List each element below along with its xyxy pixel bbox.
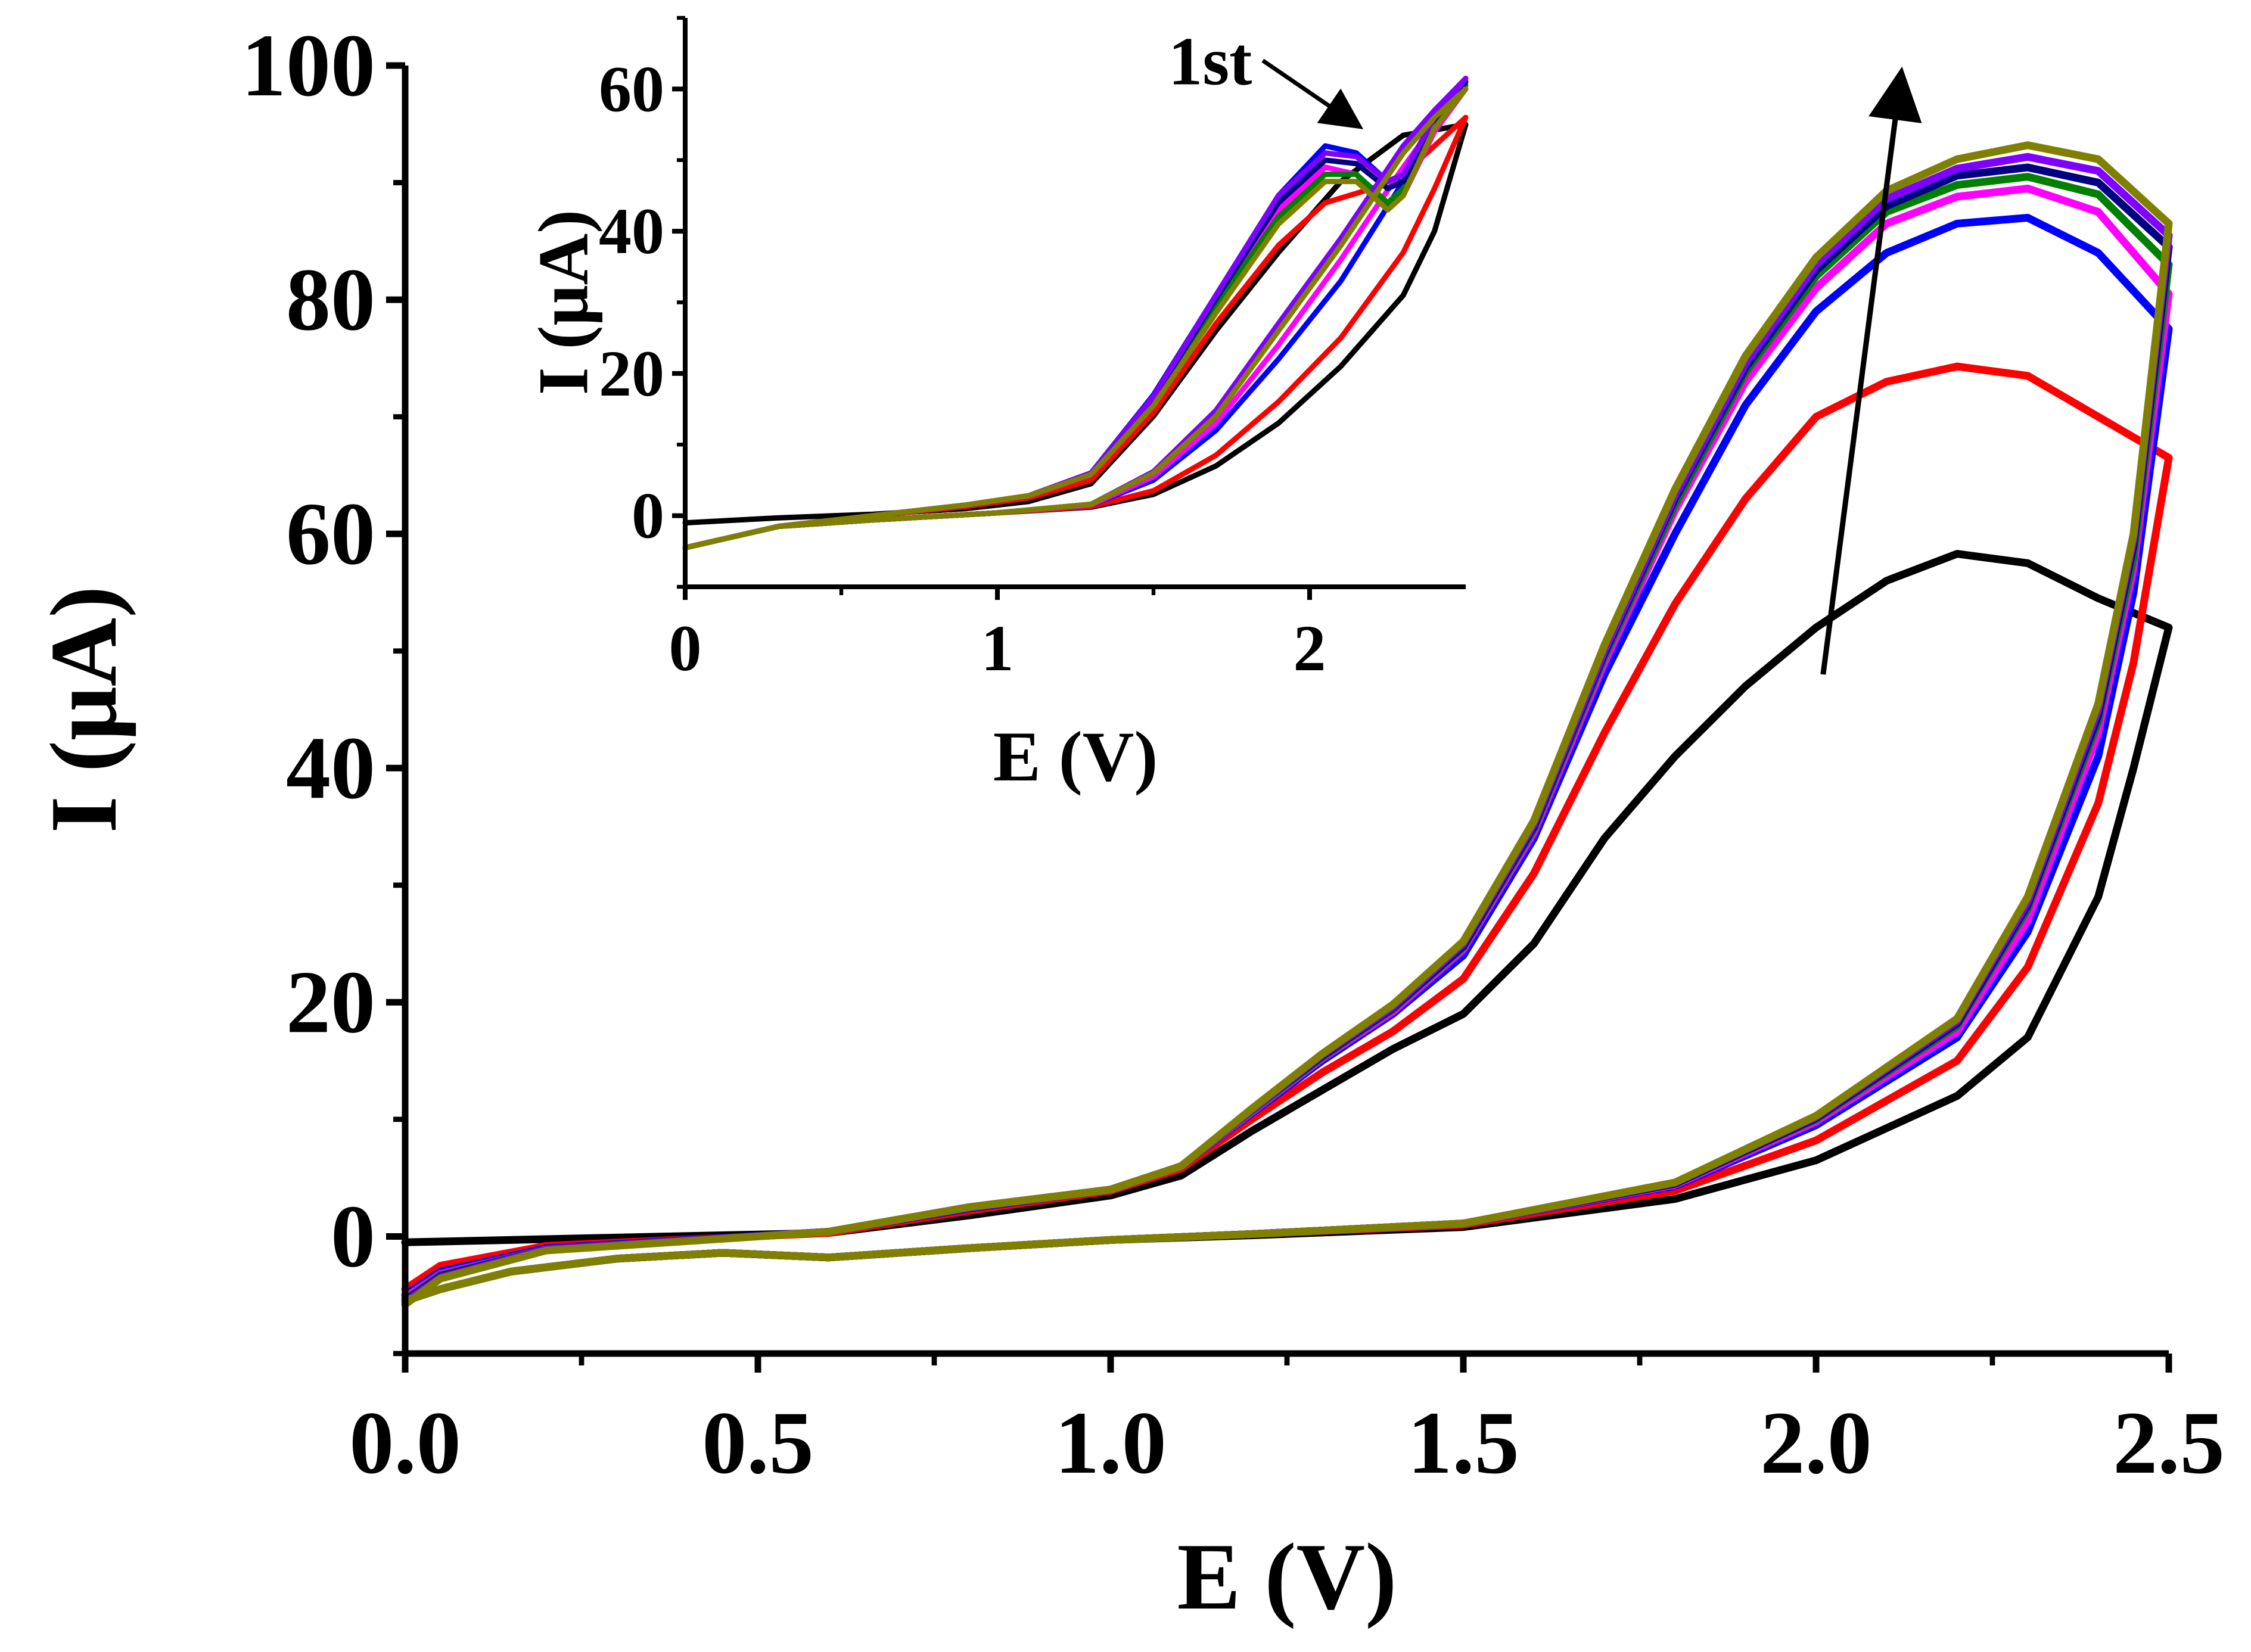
main-series-line-7: [401, 153, 2173, 1306]
inset-y-tick-label: 0: [632, 480, 664, 552]
inset-x-tick-label: 0: [669, 612, 702, 685]
main-x-tick-label: 2.5: [2113, 1393, 2225, 1492]
main-y-tick-label: 40: [286, 718, 375, 817]
inset-y-tick-label: 20: [599, 337, 664, 410]
main-series-line-4: [401, 184, 2173, 1305]
main-annotation-arrow: [1820, 66, 1922, 675]
main-x-tick-label: 2.0: [1760, 1393, 1872, 1492]
main-x-tick-label: 0.5: [702, 1393, 814, 1492]
main-y-tick-label: 80: [286, 250, 375, 349]
inset-annotation-arrow: [1261, 58, 1364, 129]
inset-y-tick-label: 60: [599, 52, 664, 125]
main-y-tick-label: 100: [241, 16, 375, 115]
main-x-tick-label: 1.5: [1407, 1393, 1519, 1492]
inset-x-tick-label: 1: [981, 612, 1014, 685]
main-y-tick-label: 60: [286, 484, 375, 583]
inset-y-axis-label: I (μA): [524, 210, 603, 395]
main-series-line-2: [401, 362, 2173, 1305]
main-x-tick-label: 0.0: [349, 1393, 461, 1492]
inset-x-tick-label: 2: [1294, 612, 1326, 685]
inset-annotation-label: 1st: [1168, 24, 1252, 99]
inset-series-line-8: [682, 86, 1469, 550]
inset-y-tick-label: 40: [599, 195, 664, 267]
main-y-tick-label: 0: [331, 1187, 375, 1286]
inset-x-axis-label: E (V): [993, 717, 1158, 796]
main-x-tick-label: 1.0: [1055, 1393, 1167, 1492]
main-x-axis-label: E (V): [1177, 1523, 1397, 1629]
main-y-tick-label: 20: [286, 953, 375, 1051]
main-y-axis-label: I (μA): [30, 586, 136, 833]
main-series-line-8: [401, 141, 2173, 1308]
